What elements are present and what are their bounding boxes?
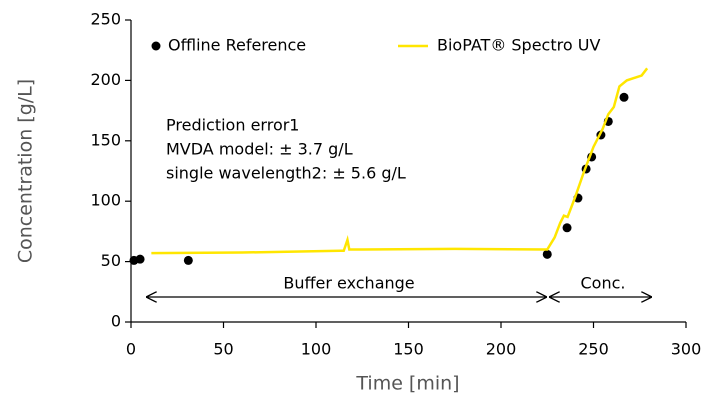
y-axis-label: Concentration [g/L] <box>15 79 37 263</box>
legend-label: Offline Reference <box>168 36 306 55</box>
x-tick-label: 300 <box>671 340 702 359</box>
x-tick-label: 100 <box>301 340 332 359</box>
annotation: Buffer exchange <box>283 274 414 293</box>
y-tick-label: 200 <box>90 70 121 89</box>
data-point <box>135 254 145 264</box>
annotation: Conc. <box>581 274 626 293</box>
data-point <box>619 92 629 102</box>
y-tick-label: 150 <box>90 130 121 149</box>
x-tick-label: 0 <box>126 340 136 359</box>
data-point <box>562 223 572 233</box>
x-tick-label: 200 <box>486 340 517 359</box>
y-tick-label: 100 <box>90 191 121 210</box>
y-tick-label: 0 <box>111 312 121 331</box>
x-tick-label: 50 <box>213 340 233 359</box>
y-tick-label: 50 <box>101 251 121 270</box>
data-point <box>542 249 552 259</box>
x-axis-label: Time [min] <box>355 373 459 395</box>
data-line <box>151 67 649 255</box>
annotation: MVDA model: ± 3.7 g/L <box>166 140 353 159</box>
legend-label: BioPAT® Spectro UV <box>437 36 600 55</box>
x-tick-label: 250 <box>578 340 609 359</box>
legend-marker <box>151 41 161 51</box>
annotation: Prediction error1 <box>166 116 299 135</box>
y-tick-label: 250 <box>90 10 121 29</box>
data-point <box>183 255 193 265</box>
annotation: single wavelength2: ± 5.6 g/L <box>166 164 406 183</box>
x-tick-label: 150 <box>393 340 424 359</box>
